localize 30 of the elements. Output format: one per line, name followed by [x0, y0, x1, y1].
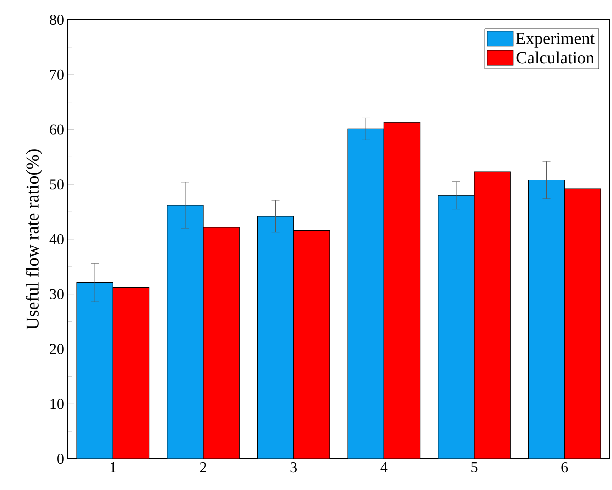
- y-tick-label: 80: [50, 14, 64, 26]
- bar: [113, 288, 150, 459]
- x-tick-label: 3: [290, 462, 297, 473]
- bar: [258, 216, 294, 459]
- y-tick-label: 60: [50, 124, 64, 135]
- y-tick-label: 0: [58, 454, 64, 464]
- y-tick-label: 40: [50, 234, 64, 245]
- bar: [167, 205, 204, 459]
- x-tick-label: 2: [200, 462, 206, 472]
- y-axis-title: Useful flow rate ratio(%): [26, 150, 43, 330]
- y-tick-label: 10: [50, 399, 64, 410]
- x-tick-label: 1: [110, 462, 116, 472]
- x-tick-label: 5: [472, 462, 478, 472]
- bar: [294, 230, 330, 459]
- bar: [564, 188, 602, 459]
- bar: [204, 227, 240, 459]
- y-tick-label: 50: [50, 180, 64, 190]
- bar: [77, 282, 114, 459]
- x-tick-label: 6: [562, 462, 568, 473]
- x-tick-label: 4: [380, 462, 388, 472]
- bar: [474, 172, 511, 459]
- bar: [384, 122, 420, 459]
- bar: [438, 196, 474, 459]
- legend-label: Calculation: [516, 52, 594, 64]
- y-tick-label: 70: [50, 70, 64, 80]
- y-tick-label: 20: [50, 344, 64, 354]
- y-tick-label: 30: [50, 289, 64, 300]
- legend-label: Experiment: [516, 32, 595, 48]
- bar: [348, 129, 384, 459]
- bar: [528, 180, 566, 459]
